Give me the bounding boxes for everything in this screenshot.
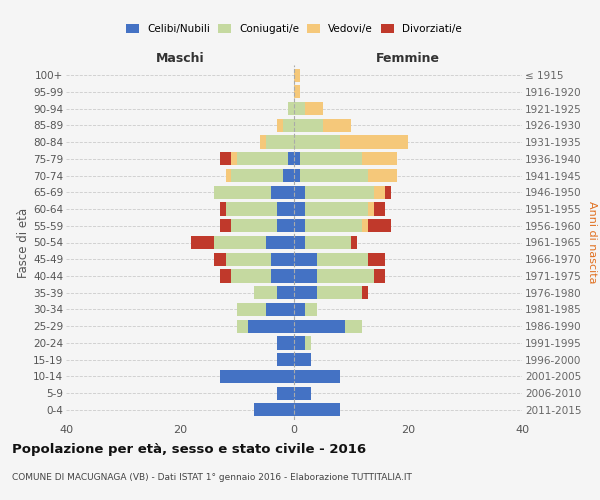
Bar [294, 152, 300, 166]
Bar [305, 236, 351, 249]
Bar [220, 270, 232, 282]
Bar [260, 136, 265, 148]
Y-axis label: Anni di nascita: Anni di nascita [587, 201, 597, 284]
Bar [289, 152, 294, 166]
Bar [317, 252, 368, 266]
Bar [220, 370, 294, 383]
Bar [351, 236, 356, 249]
Legend: Celibi/Nubili, Coniugati/e, Vedovi/e, Divorziati/e: Celibi/Nubili, Coniugati/e, Vedovi/e, Di… [126, 24, 462, 34]
Bar [232, 169, 283, 182]
Bar [294, 404, 340, 416]
Bar [294, 136, 340, 148]
Bar [294, 68, 300, 82]
Bar [305, 186, 374, 199]
Text: COMUNE DI MACUGNAGA (VB) - Dati ISTAT 1° gennaio 2016 - Elaborazione TUTTITALIA.: COMUNE DI MACUGNAGA (VB) - Dati ISTAT 1°… [12, 472, 412, 482]
Bar [305, 202, 368, 215]
Bar [294, 86, 300, 98]
Bar [294, 353, 311, 366]
Bar [300, 169, 368, 182]
Bar [220, 219, 232, 232]
Bar [214, 252, 226, 266]
Bar [294, 336, 305, 349]
Bar [277, 386, 294, 400]
Bar [385, 186, 391, 199]
Bar [300, 152, 362, 166]
Bar [294, 119, 323, 132]
Bar [317, 270, 374, 282]
Bar [317, 286, 362, 300]
Bar [232, 270, 271, 282]
Bar [374, 270, 385, 282]
Bar [294, 102, 305, 115]
Bar [271, 186, 294, 199]
Bar [362, 152, 397, 166]
Bar [265, 236, 294, 249]
Bar [220, 202, 226, 215]
Bar [305, 336, 311, 349]
Bar [362, 219, 368, 232]
Bar [294, 236, 305, 249]
Bar [346, 320, 362, 333]
Bar [294, 252, 317, 266]
Bar [248, 320, 294, 333]
Bar [368, 169, 397, 182]
Bar [226, 202, 277, 215]
Bar [214, 186, 271, 199]
Bar [226, 169, 232, 182]
Bar [277, 119, 283, 132]
Bar [265, 303, 294, 316]
Bar [289, 102, 294, 115]
Y-axis label: Fasce di età: Fasce di età [17, 208, 30, 278]
Text: Popolazione per età, sesso e stato civile - 2016: Popolazione per età, sesso e stato civil… [12, 442, 366, 456]
Bar [368, 202, 374, 215]
Bar [271, 270, 294, 282]
Bar [277, 219, 294, 232]
Bar [237, 303, 265, 316]
Bar [237, 152, 289, 166]
Bar [294, 370, 340, 383]
Bar [305, 303, 317, 316]
Bar [305, 102, 323, 115]
Bar [368, 252, 385, 266]
Bar [232, 152, 237, 166]
Bar [277, 202, 294, 215]
Bar [283, 169, 294, 182]
Bar [362, 286, 368, 300]
Bar [271, 252, 294, 266]
Bar [254, 286, 277, 300]
Bar [265, 136, 294, 148]
Bar [294, 202, 305, 215]
Bar [368, 219, 391, 232]
Bar [214, 236, 265, 249]
Bar [294, 286, 317, 300]
Bar [340, 136, 408, 148]
Bar [283, 119, 294, 132]
Bar [374, 202, 385, 215]
Bar [232, 219, 277, 232]
Bar [220, 152, 232, 166]
Bar [226, 252, 271, 266]
Bar [323, 119, 351, 132]
Bar [294, 169, 300, 182]
Bar [294, 386, 311, 400]
Bar [277, 336, 294, 349]
Bar [237, 320, 248, 333]
Bar [254, 404, 294, 416]
Bar [374, 186, 385, 199]
Bar [277, 353, 294, 366]
Bar [277, 286, 294, 300]
Bar [294, 219, 305, 232]
Bar [191, 236, 214, 249]
Bar [294, 186, 305, 199]
Bar [305, 219, 362, 232]
Text: Maschi: Maschi [155, 52, 205, 65]
Text: Femmine: Femmine [376, 52, 440, 65]
Bar [294, 320, 346, 333]
Bar [294, 270, 317, 282]
Bar [294, 303, 305, 316]
